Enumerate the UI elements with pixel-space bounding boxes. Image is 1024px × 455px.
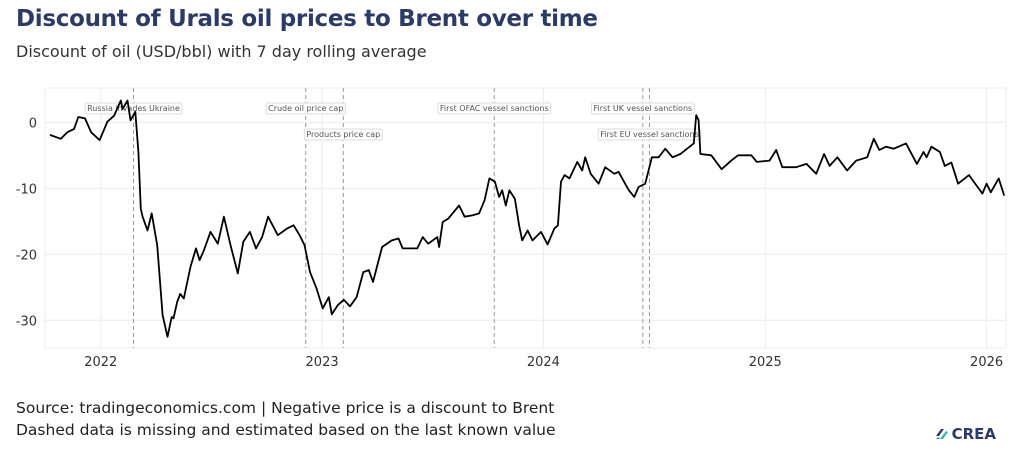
x-tick-label: 2022 (84, 355, 117, 370)
event-label-text: First EU vessel sanctions (600, 130, 699, 139)
event-label: First EU vessel sanctions (597, 128, 702, 141)
event-label: Products price cap (303, 128, 383, 141)
y-tick-label: -20 (16, 248, 37, 263)
event-label: Russia invades Ukraine (84, 102, 183, 115)
y-tick-label: -30 (16, 314, 37, 329)
event-label: First OFAC vessel sanctions (437, 102, 552, 115)
x-tick-label: 2023 (306, 355, 339, 370)
event-label-box (590, 102, 695, 115)
event-label-box (437, 102, 552, 115)
missing-data-note: Dashed data is missing and estimated bas… (16, 421, 556, 439)
x-tick-label: 2026 (970, 355, 1003, 370)
event-label-box (303, 128, 383, 141)
event-label: First UK vessel sanctions (590, 102, 695, 115)
y-tick-label: 0 (29, 116, 37, 131)
chart-title: Discount of Urals oil prices to Brent ov… (16, 6, 598, 32)
axis-ticks: 0 -10 -20 -30 2022 2023 2024 2025 2026 (16, 116, 1003, 370)
event-label-text: First OFAC vessel sanctions (440, 104, 549, 113)
y-tick-label: -10 (16, 182, 37, 197)
gridlines (44, 87, 1007, 349)
x-tick-label: 2024 (527, 355, 560, 370)
x-tick-label: 2025 (749, 355, 782, 370)
event-label-text: Russia invades Ukraine (87, 104, 180, 113)
crea-logo-text: CREA (951, 425, 996, 443)
event-label-text: First UK vessel sanctions (593, 104, 692, 113)
event-label-text: Crude oil price cap (268, 104, 343, 113)
event-label-box (265, 102, 346, 115)
event-markers: Russia invades Ukraine Crude oil price ca… (84, 88, 702, 348)
chart-subtitle: Discount of oil (USD/bbl) with 7 day rol… (16, 42, 427, 61)
series (49, 99, 1006, 338)
source-note: Source: tradingeconomics.com | Negative … (16, 399, 555, 417)
event-label-text: Products price cap (306, 130, 380, 139)
event-label: Crude oil price cap (265, 102, 346, 115)
plot-area (44, 87, 1007, 349)
event-label-box (597, 128, 702, 141)
crea-logo-icon (935, 429, 948, 439)
urals-discount-line (49, 99, 1006, 338)
crea-logo: CREA (935, 425, 996, 443)
